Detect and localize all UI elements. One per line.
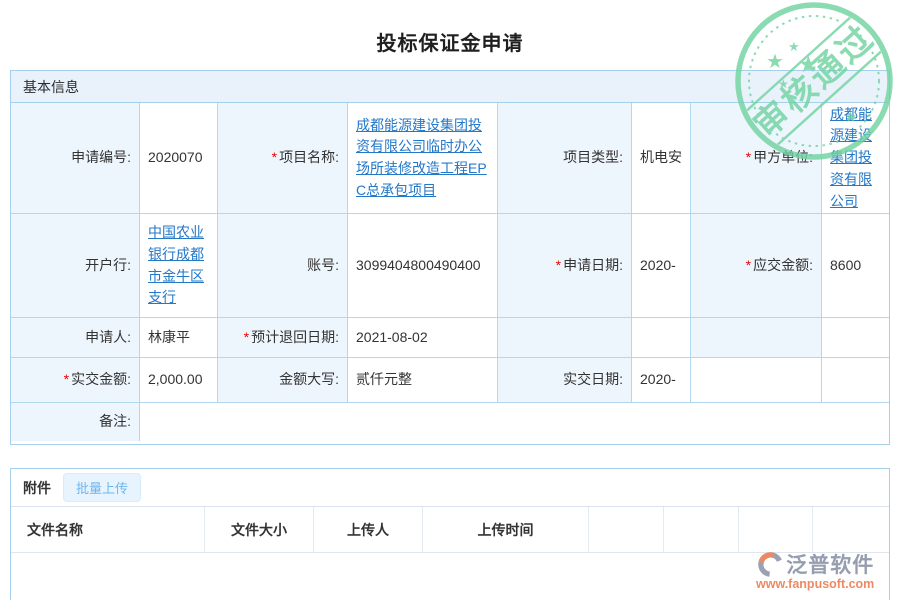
col-empty xyxy=(739,507,813,552)
bank-label: 开户行: xyxy=(11,214,140,318)
amount-words-value: 贰仟元整 xyxy=(348,358,498,403)
remarks-label: 备注: xyxy=(11,403,140,441)
col-uploader: 上传人 xyxy=(314,507,423,552)
due-amount-value: 8600 xyxy=(822,214,889,318)
attachments-section-title: 附件 xyxy=(23,479,51,496)
applicant-value: 林康平 xyxy=(140,318,218,358)
empty-value-cell xyxy=(822,318,889,358)
fanpu-logo-icon xyxy=(758,551,784,577)
account-label: 账号: xyxy=(218,214,348,318)
project-name-cell: 成都能源建设集团投资有限公司临时办公场所装修改造工程EPC总承包项目 xyxy=(348,103,498,214)
vendor-watermark: 泛普软件 www.fanpusoft.com xyxy=(756,549,874,591)
col-upload-time: 上传时间 xyxy=(423,507,589,552)
col-file-size: 文件大小 xyxy=(205,507,314,552)
applicant-label: 申请人: xyxy=(11,318,140,358)
remarks-value xyxy=(140,403,889,441)
empty-value-cell xyxy=(822,358,889,403)
batch-upload-button[interactable]: 批量上传 xyxy=(63,473,142,502)
expected-return-date-value: 2021-08-02 xyxy=(348,318,498,358)
col-empty xyxy=(589,507,664,552)
empty-label-cell xyxy=(498,318,632,358)
expected-return-date-label: * 预计退回日期: xyxy=(218,318,348,358)
account-value: 3099404800490400 xyxy=(348,214,498,318)
apply-no-label: 申请编号: xyxy=(11,103,140,214)
empty-value-cell xyxy=(691,358,822,403)
paid-amount-value: 2,000.00 xyxy=(140,358,218,403)
paid-date-label: 实交日期: xyxy=(498,358,632,403)
due-amount-label: * 应交金额: xyxy=(691,214,822,318)
empty-value-cell xyxy=(632,318,691,358)
apply-no-value: 2020070 xyxy=(140,103,218,214)
empty-label-cell xyxy=(691,318,822,358)
basic-info-section-header: 基本信息 xyxy=(11,71,889,103)
apply-date-value: 2020- xyxy=(632,214,691,318)
attachments-panel: 附件 批量上传 文件名称 文件大小 上传人 上传时间 xyxy=(10,468,890,600)
project-name-label: * 项目名称: xyxy=(218,103,348,214)
attachments-table-header: 文件名称 文件大小 上传人 上传时间 xyxy=(11,506,889,553)
apply-date-label: * 申请日期: xyxy=(498,214,632,318)
party-a-link[interactable]: 成都能源建设集团投资有限公司 xyxy=(830,105,872,209)
col-file-name: 文件名称 xyxy=(11,507,205,552)
party-a-cell: 成都能源建设集团投资有限公司 xyxy=(822,103,889,214)
amount-words-label: 金额大写: xyxy=(218,358,348,403)
col-empty xyxy=(664,507,739,552)
basic-info-table: 申请编号: 2020070 * 项目名称: 成都能源建设集团投资有限公司临时办公场… xyxy=(11,103,889,441)
page-title: 投标保证金申请 xyxy=(376,33,524,55)
vendor-name: 泛普软件 xyxy=(786,554,875,577)
paid-amount-label: * 实交金额: xyxy=(11,358,140,403)
paid-date-value: 2020- xyxy=(632,358,691,403)
project-type-label: 项目类型: xyxy=(498,103,632,214)
bank-link[interactable]: 中国农业银行成都市金牛区支行 xyxy=(148,224,204,306)
basic-info-panel: 基本信息 申请编号: 2020070 * 项目名称: 成都能源建设集团投资有限公司… xyxy=(10,70,890,445)
bank-cell: 中国农业银行成都市金牛区支行 xyxy=(140,214,218,318)
project-name-link[interactable]: 成都能源建设集团投资有限公司临时办公场所装修改造工程EPC总承包项目 xyxy=(356,116,487,198)
vendor-url: www.fanpusoft.com xyxy=(756,577,875,591)
project-type-value: 机电安 xyxy=(632,103,691,214)
col-empty xyxy=(813,507,889,552)
party-a-label: * 甲方单位: xyxy=(691,103,822,214)
